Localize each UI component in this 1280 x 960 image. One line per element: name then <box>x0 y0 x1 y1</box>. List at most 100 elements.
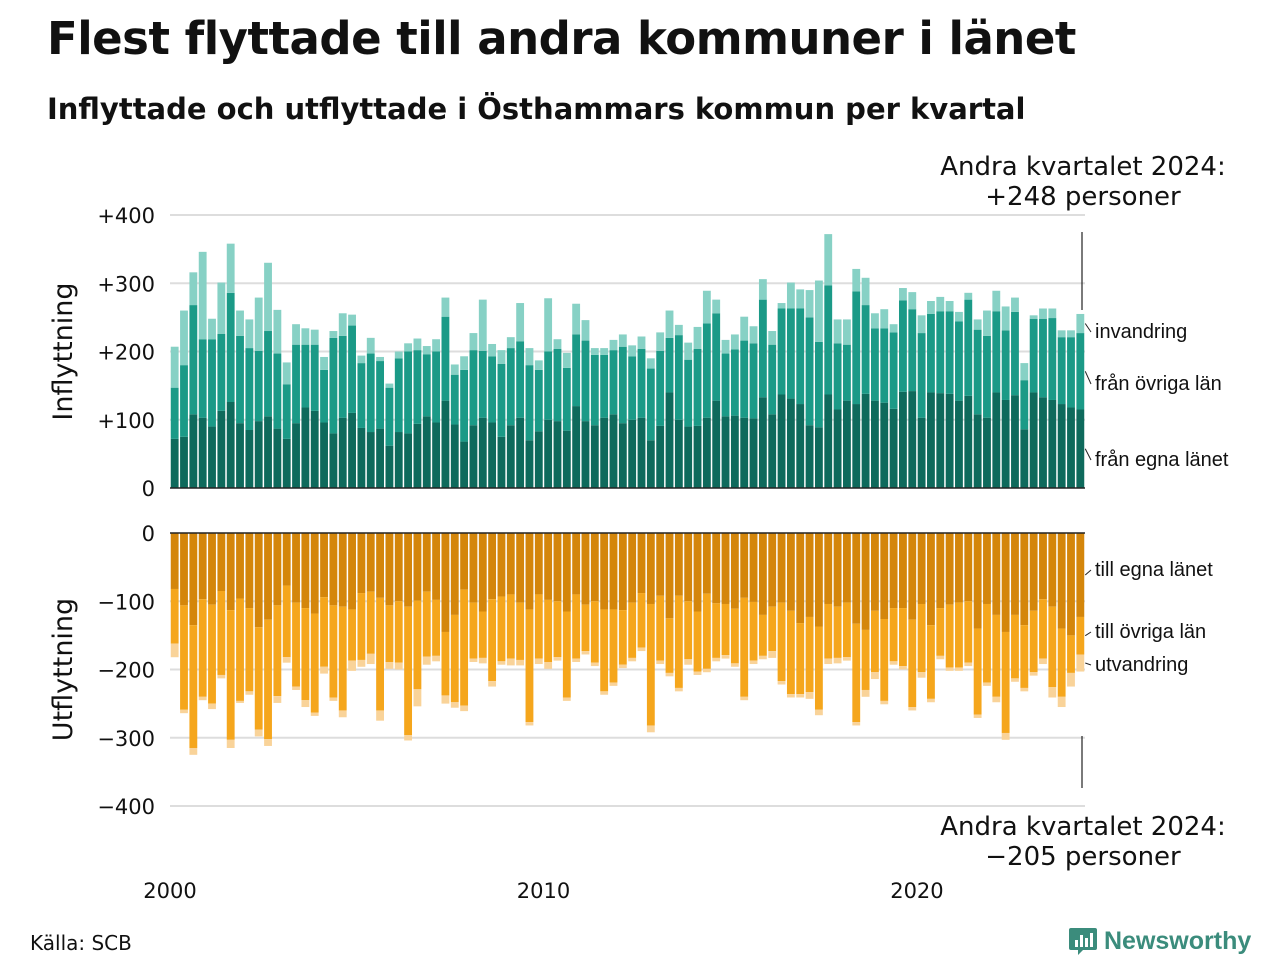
bar-segment <box>908 707 917 711</box>
bar-segment <box>983 310 991 336</box>
bar-segment <box>609 339 618 351</box>
bar-segment <box>581 604 590 652</box>
bar-segment <box>730 663 739 667</box>
bar-segment <box>553 657 562 661</box>
bar-segment <box>814 626 823 710</box>
bar-segment <box>282 657 291 663</box>
bar-segment <box>842 602 851 658</box>
bar-segment <box>245 319 254 349</box>
bar-segment <box>1039 318 1047 398</box>
bar-segment <box>282 362 291 385</box>
bar-segment <box>992 311 1001 393</box>
bar-segment <box>908 309 917 392</box>
bar-segment <box>469 533 478 603</box>
bar-segment <box>170 643 179 658</box>
bar-segment <box>282 585 291 658</box>
bar-segment <box>506 533 515 595</box>
bar-segment <box>366 337 375 354</box>
bar-segment <box>1076 654 1085 672</box>
bar-segment <box>1067 672 1075 687</box>
bar-segment <box>404 343 413 352</box>
bar-segment <box>226 739 235 748</box>
bar-segment <box>814 341 823 428</box>
bar-segment <box>786 398 795 488</box>
bar-segment <box>310 533 319 614</box>
bar-segment <box>693 326 702 349</box>
bar-segment <box>432 655 441 662</box>
bar-segment <box>945 604 954 668</box>
bar-segment <box>553 533 562 602</box>
bar-segment <box>572 303 581 335</box>
bar-segment <box>936 296 945 312</box>
bar-segment <box>310 613 319 713</box>
bar-segment <box>478 299 487 351</box>
bar-segment <box>740 696 749 701</box>
bar-segment <box>441 533 450 632</box>
bar-segment <box>301 533 310 609</box>
brand-logo[interactable]: Newsworthy <box>1068 925 1251 957</box>
bar-segment <box>889 661 898 665</box>
bar-segment <box>805 425 814 488</box>
bar-segment <box>945 533 954 605</box>
bar-segment <box>180 605 188 710</box>
bar-segment <box>684 601 693 660</box>
bar-segment <box>637 417 646 488</box>
bar-segment <box>758 279 767 300</box>
bar-segment <box>609 533 618 610</box>
bar-segment <box>553 421 562 488</box>
bar-segment <box>899 608 907 667</box>
bar-segment <box>899 391 907 488</box>
bar-segment <box>506 348 515 426</box>
bar-segment <box>955 667 963 671</box>
bar-segment <box>964 292 973 300</box>
bar-segment <box>964 395 973 488</box>
bar-segment <box>983 335 991 418</box>
bar-segment <box>338 710 347 718</box>
bar-segment <box>525 533 534 610</box>
bar-segment <box>366 533 375 592</box>
bar-segment <box>786 533 795 611</box>
bar-segment <box>506 594 515 659</box>
bar-segment <box>357 533 366 594</box>
bar-segment <box>413 600 422 690</box>
bar-segment <box>852 291 861 405</box>
bar-segment <box>310 329 319 345</box>
bar-segment <box>880 619 889 701</box>
bar-segment <box>1076 409 1085 488</box>
bar-segment <box>198 533 207 600</box>
bar-segment <box>525 348 534 366</box>
bar-segment <box>618 533 627 611</box>
bar-segment <box>534 369 543 432</box>
bar-segment <box>852 268 861 292</box>
y-tick-label: +200 <box>97 341 155 365</box>
bar-segment <box>665 392 674 488</box>
bar-segment <box>955 311 963 322</box>
bar-segment <box>600 691 609 695</box>
bar-segment <box>1039 599 1047 659</box>
bar-segment <box>1020 363 1029 381</box>
bar-segment <box>628 419 637 488</box>
bar-segment <box>628 602 637 658</box>
series-label: från egna länet <box>1095 449 1229 471</box>
bar-segment <box>656 595 665 661</box>
bar-segment <box>628 356 637 420</box>
bar-segment <box>646 358 655 369</box>
bar-segment <box>245 533 254 609</box>
bar-segment <box>964 299 973 396</box>
bar-segment <box>899 288 907 301</box>
bar-segment <box>525 722 534 726</box>
bar-segment <box>516 602 525 660</box>
bar-segment <box>534 360 543 370</box>
bar-segment <box>721 353 730 417</box>
bar-segment <box>861 277 870 306</box>
bar-segment <box>983 417 991 488</box>
bar-segment <box>301 407 310 488</box>
bar-segment <box>824 234 833 286</box>
bar-segment <box>320 597 328 667</box>
bar-segment <box>348 533 356 610</box>
bar-segment <box>814 533 823 627</box>
bar-segment <box>404 735 413 741</box>
bar-segment <box>600 533 609 610</box>
bar-segment <box>562 367 571 431</box>
bar-segment <box>245 691 254 695</box>
